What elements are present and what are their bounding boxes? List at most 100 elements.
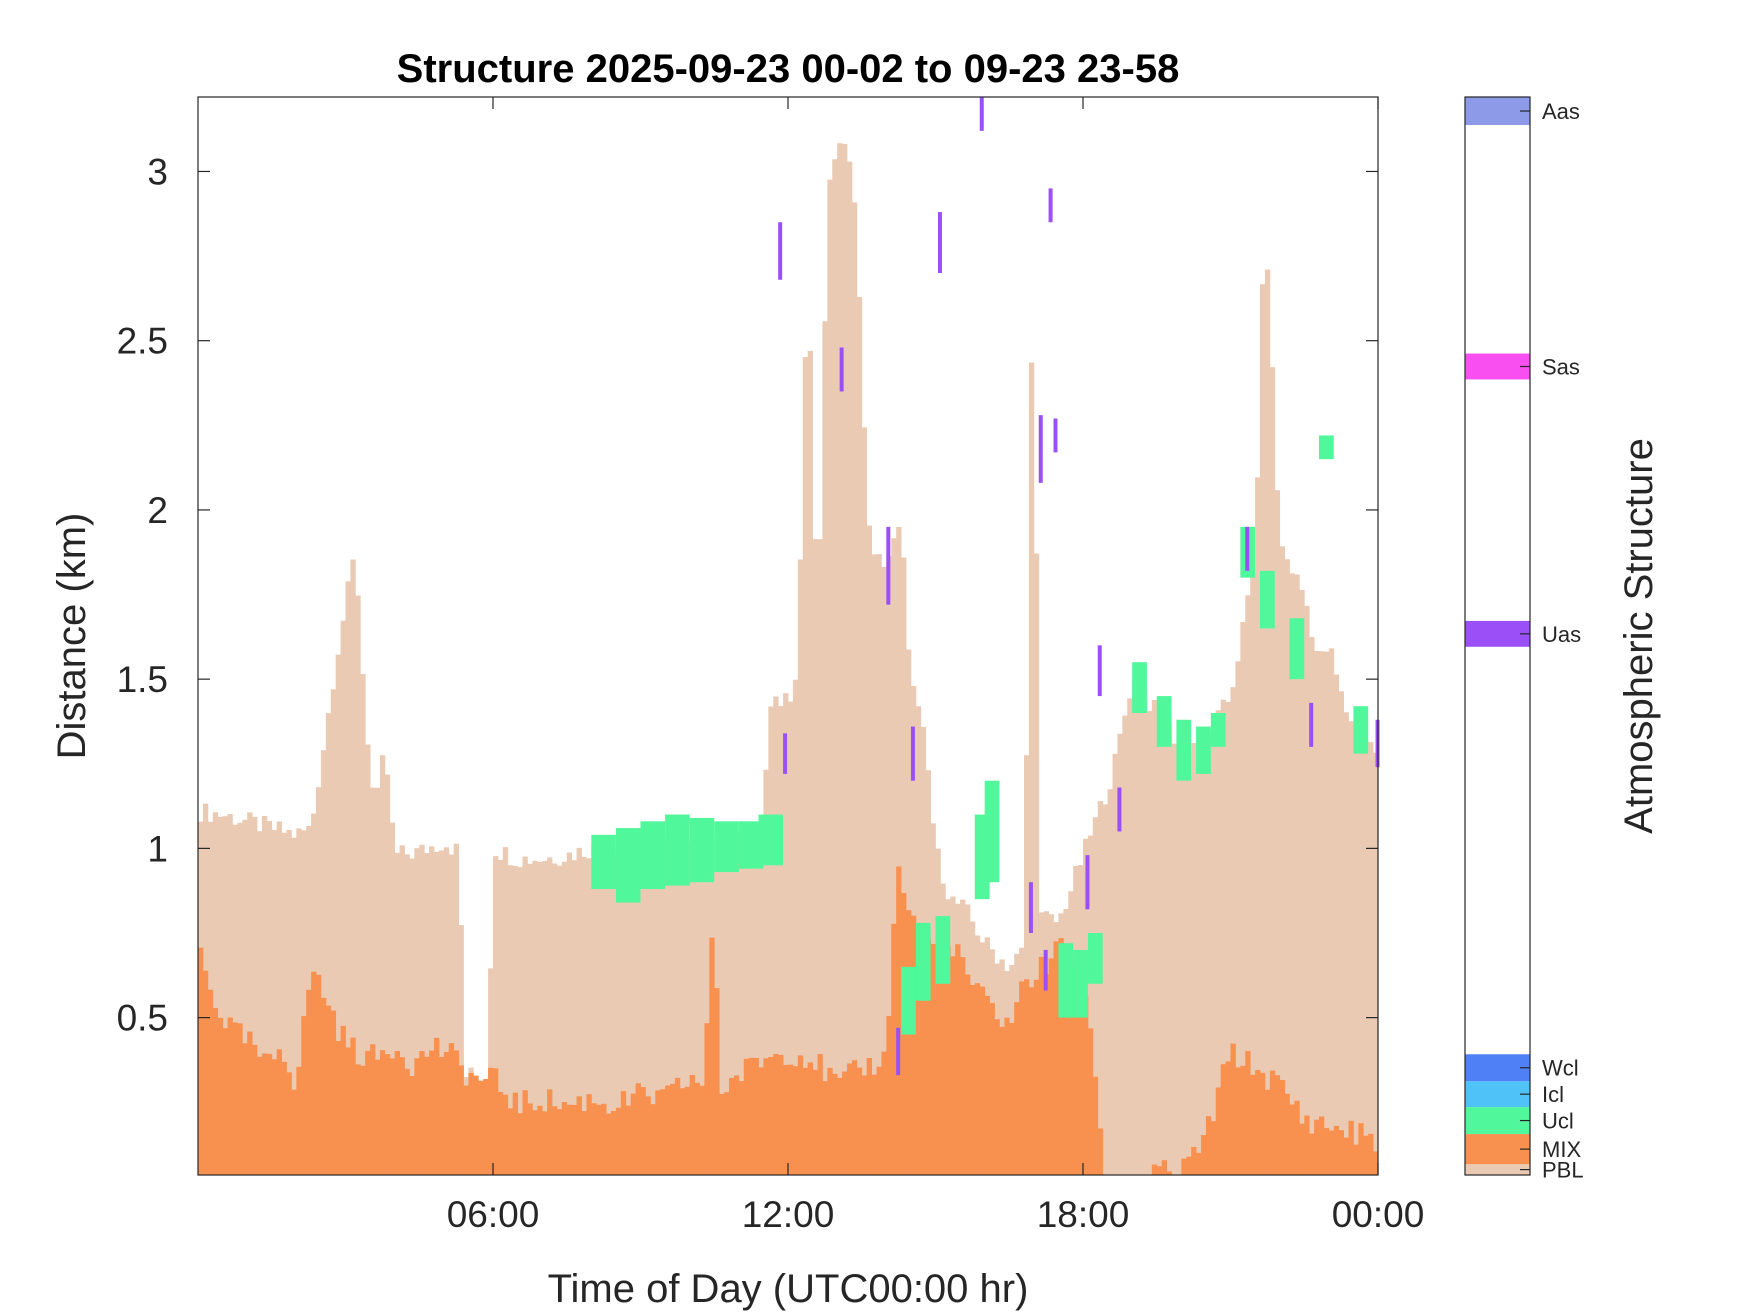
mix-bar (399, 1057, 405, 1175)
mix-bar (753, 1057, 759, 1175)
pbl-bar (674, 850, 681, 1175)
mix-bar (871, 1074, 877, 1175)
y-axis-label: Distance (km) (50, 513, 94, 760)
uas-segment (886, 526, 891, 605)
mix-bar (316, 974, 322, 1175)
uas-segment (1117, 787, 1122, 832)
pbl-bar (576, 847, 582, 1175)
mix-bar (778, 1054, 784, 1175)
mix-bar (925, 939, 931, 1175)
mix-bar (1181, 1158, 1187, 1175)
mix-bar (960, 957, 966, 1175)
mix-bar (655, 1090, 661, 1175)
mix-bar (1250, 1074, 1256, 1175)
mix-bar (1373, 1151, 1379, 1175)
pbl-bar (1333, 674, 1340, 1175)
mix-bar (906, 910, 912, 1175)
colorbar-tick-label: Uas (1542, 622, 1581, 647)
pbl-bar (1235, 661, 1241, 1175)
pbl-bar (778, 706, 784, 1175)
mix-bar (271, 1059, 278, 1175)
mix-bar (1304, 1115, 1310, 1175)
pbl-bar (345, 581, 351, 1175)
mix-bar (483, 1079, 489, 1175)
mix-bar (365, 1050, 371, 1175)
colorbar-swatch-aas (1465, 97, 1530, 126)
mix-bar (537, 1105, 543, 1175)
pbl-bar (537, 862, 543, 1175)
pbl-bar (458, 925, 464, 1175)
pbl-bar (1102, 804, 1108, 1175)
pbl-bar (733, 829, 740, 1175)
mix-bar (438, 1056, 445, 1175)
pbl-bar (252, 816, 258, 1175)
mix-bar (1083, 996, 1089, 1175)
pbl-bar (340, 620, 346, 1175)
y-tick-label: 1 (147, 828, 168, 869)
mix-bar (281, 1061, 287, 1175)
mix-bar (296, 1066, 302, 1175)
mix-bar (679, 1088, 686, 1175)
colorbar-tick-label: Wcl (1542, 1056, 1579, 1081)
mix-bar (345, 1047, 351, 1175)
pbl-bar (640, 841, 646, 1175)
pbl-bar (1328, 648, 1335, 1175)
mix-bar (389, 1058, 396, 1175)
mix-bar (463, 1085, 469, 1175)
uas-segment (896, 1027, 901, 1076)
pbl-bar (375, 787, 381, 1175)
pbl-bar (773, 696, 779, 1175)
mix-bar (896, 866, 902, 1175)
mix-bar (198, 947, 204, 1175)
pbl-bar (399, 845, 405, 1175)
mix-bar (611, 1110, 617, 1175)
pbl-bar (670, 835, 676, 1175)
mix-bar (674, 1077, 681, 1175)
uas-segment (1028, 882, 1033, 933)
ucl-segment (901, 966, 916, 1035)
uas-segment (1048, 188, 1053, 223)
pbl-bar (1348, 721, 1354, 1175)
ucl-segment (1073, 949, 1088, 1018)
mix-bar (606, 1113, 612, 1175)
mix-bar (842, 1071, 848, 1175)
pbl-bar (620, 848, 627, 1175)
ucl-segment (758, 814, 784, 866)
mix-bar (743, 1058, 750, 1175)
mix-bar (242, 1043, 248, 1175)
mix-bar (1353, 1144, 1359, 1175)
pbl-bar (901, 557, 907, 1175)
mix-bar (950, 956, 956, 1175)
pbl-bar (1338, 691, 1344, 1175)
mix-bar (237, 1023, 243, 1175)
mix-bar (1058, 938, 1064, 1175)
pbl-bar (389, 822, 396, 1175)
mix-bar (1323, 1128, 1330, 1175)
pbl-bar (257, 831, 263, 1175)
pbl-bar (625, 851, 632, 1175)
mix-bar (1019, 981, 1025, 1175)
mix-bar (689, 1075, 695, 1175)
mix-bar (615, 1107, 622, 1175)
mix-bar (586, 1094, 592, 1175)
mix-bar (768, 1056, 774, 1175)
mix-bar (360, 1065, 366, 1175)
colorbar-label: Atmospheric Structure (1617, 438, 1661, 834)
colorbar-tick-label: Ucl (1542, 1109, 1574, 1134)
pbl-bar (650, 846, 656, 1175)
x-axis-label: Time of Day (UTC00:00 hr) (548, 1267, 1029, 1311)
mix-bar (404, 1068, 410, 1175)
mix-bar (571, 1104, 577, 1175)
mix-bar (625, 1105, 632, 1175)
mix-bar (576, 1096, 582, 1175)
pbl-bar (266, 820, 273, 1175)
mix-bar (763, 1058, 769, 1175)
ucl-segment (1289, 618, 1305, 680)
mix-bar (1235, 1067, 1241, 1175)
mix-bar (473, 1075, 479, 1175)
pbl-bar (448, 854, 455, 1175)
mix-bar (1220, 1064, 1226, 1175)
mix-bar (566, 1104, 573, 1175)
mix-bar (876, 1066, 882, 1175)
mix-bar (704, 1023, 710, 1175)
